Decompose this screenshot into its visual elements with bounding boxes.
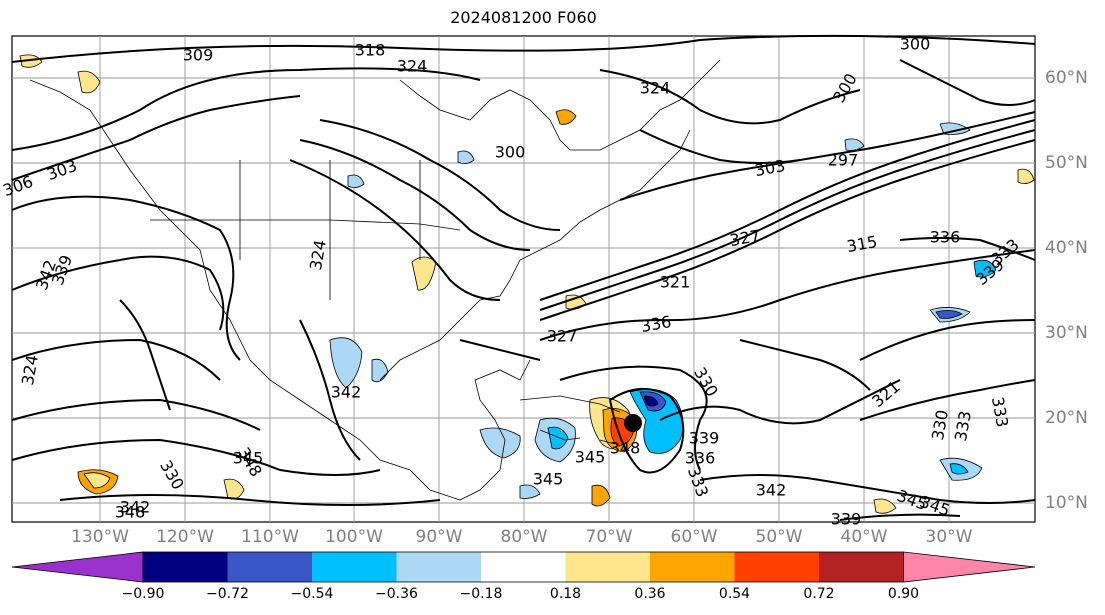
lat-label: 50°N <box>1045 153 1088 173</box>
lat-label: 20°N <box>1045 408 1088 428</box>
contour-label: 309 <box>182 45 214 65</box>
lat-label: 30°N <box>1045 323 1088 343</box>
contour-label: 342 <box>755 480 787 500</box>
colorbar-tick-label: −0.72 <box>206 586 249 602</box>
contour-label: 336 <box>929 227 961 247</box>
colorbar-tick-label: −0.54 <box>290 586 334 602</box>
lon-label: 40°W <box>840 527 888 547</box>
lon-label: 30°W <box>925 527 973 547</box>
contour-label: 324 <box>639 78 671 98</box>
colorbar-outline <box>142 551 904 583</box>
contour-label: 318 <box>354 40 386 60</box>
lon-label: 60°W <box>670 527 718 547</box>
contour-label: 345 <box>574 447 606 467</box>
contour-label: 345 <box>232 448 264 468</box>
contour-label: 321 <box>659 272 691 292</box>
contour-label: 348 <box>609 438 641 458</box>
lon-label: 80°W <box>500 527 548 547</box>
lon-label: 90°W <box>415 527 463 547</box>
lon-label: 50°W <box>755 527 803 547</box>
contour-label: 339 <box>688 428 720 448</box>
colorbar-extend-low <box>11 551 144 583</box>
lon-label: 100°W <box>325 527 383 547</box>
contour-label: 339 <box>830 509 862 529</box>
contour-label: 345 <box>532 469 564 489</box>
colorbar-tick-label: 0.72 <box>803 586 835 602</box>
colorbar-segment <box>650 552 735 582</box>
colorbar-segment <box>396 552 481 582</box>
lat-label: 10°N <box>1045 493 1088 513</box>
lon-label: 120°W <box>156 527 214 547</box>
colorbar-tick-label: 0.54 <box>718 586 751 602</box>
contour-label: 327 <box>546 326 578 346</box>
lon-label: 130°W <box>71 527 129 547</box>
lon-label: 110°W <box>241 527 299 547</box>
contour-label: 336 <box>684 448 716 468</box>
colorbar-tick-label: −0.18 <box>459 586 503 602</box>
colorbar-extend-high <box>903 551 1036 583</box>
colorbar-tick-label: −0.90 <box>121 586 165 602</box>
colorbar-tick-label: 0.18 <box>549 586 582 602</box>
map-frame <box>11 35 1036 523</box>
colorbar-segment <box>481 552 566 582</box>
colorbar <box>11 551 1036 583</box>
colorbar-segment <box>734 552 819 582</box>
colorbar-segment <box>312 552 397 582</box>
contour-label: 348 <box>114 502 146 522</box>
contour-label: 342 <box>119 497 151 517</box>
lon-label: 70°W <box>585 527 633 547</box>
contour-label: 297 <box>827 150 859 170</box>
contour-label: 342 <box>330 382 362 402</box>
colorbar-tick-label: 0.36 <box>634 586 666 602</box>
contour-lines <box>11 34 1036 521</box>
coastlines <box>29 59 721 501</box>
map-title: 2024081200 F060 <box>450 8 597 27</box>
lat-label: 60°N <box>1045 68 1088 88</box>
storm-center-marker <box>624 414 642 432</box>
colorbar-segment <box>143 552 228 582</box>
contour-label: 300 <box>899 34 931 54</box>
colorbar-segment <box>565 552 650 582</box>
colorbar-segment <box>819 552 904 582</box>
contour-label: 324 <box>396 56 428 76</box>
contour-label: 300 <box>494 142 526 162</box>
colorbar-segment <box>227 552 312 582</box>
lat-label: 40°N <box>1045 238 1088 258</box>
colorbar-tick-label: −0.36 <box>375 586 418 602</box>
colorbar-tick-label: 0.90 <box>887 586 920 602</box>
